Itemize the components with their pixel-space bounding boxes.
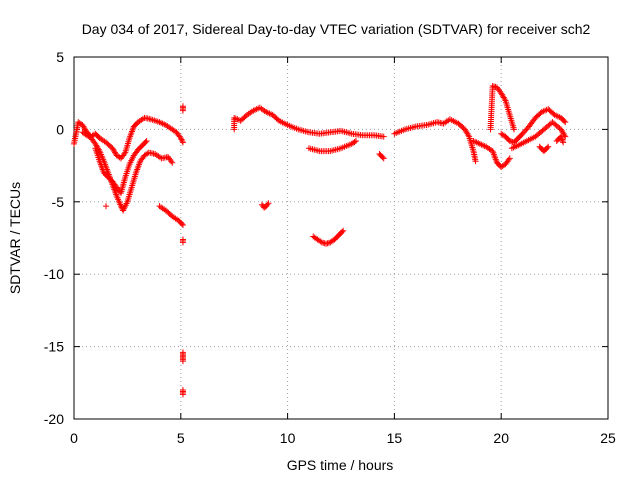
data-point <box>317 238 324 245</box>
x-tick-labels: 0 5 10 15 20 25 <box>70 430 616 446</box>
data-point <box>351 138 358 145</box>
data-point <box>340 227 347 234</box>
data-point <box>179 236 186 243</box>
y-tick-label: 5 <box>56 49 64 65</box>
data-point <box>179 107 186 114</box>
data-point <box>505 156 512 163</box>
data-point <box>179 137 186 144</box>
data-point <box>472 158 479 165</box>
data-point <box>178 136 185 143</box>
data-point <box>179 139 186 146</box>
data-points <box>71 82 569 398</box>
data-point <box>511 126 518 133</box>
data-point <box>561 132 568 139</box>
data-point <box>520 129 527 136</box>
y-tick-label: -20 <box>44 411 64 427</box>
data-point <box>179 391 186 398</box>
data-point <box>265 200 272 207</box>
x-tick-label: 15 <box>387 430 403 446</box>
data-point <box>544 144 551 151</box>
data-point <box>562 119 569 126</box>
x-tick-label: 5 <box>177 430 185 446</box>
data-point <box>352 137 359 144</box>
data-point <box>179 221 186 228</box>
y-tick-label: 0 <box>56 121 64 137</box>
data-point <box>142 139 149 146</box>
data-point <box>559 137 566 144</box>
data-point <box>558 135 565 142</box>
data-point <box>177 135 184 142</box>
y-axis-label: SDTVAR / TECUs <box>7 182 23 294</box>
data-point <box>501 95 508 102</box>
x-axis-label: GPS time / hours <box>287 457 394 473</box>
data-point <box>179 358 186 365</box>
data-point <box>545 143 552 150</box>
data-point <box>522 127 529 134</box>
plot-border <box>73 56 609 420</box>
axis-ticks <box>73 56 609 420</box>
data-point <box>121 151 128 158</box>
data-point <box>264 201 271 208</box>
x-tick-label: 0 <box>70 430 78 446</box>
x-tick-label: 10 <box>280 430 296 446</box>
y-tick-label: -10 <box>44 266 64 282</box>
data-point <box>380 133 387 140</box>
data-point <box>380 155 387 162</box>
data-point <box>103 203 110 210</box>
data-point <box>561 118 568 125</box>
data-point <box>558 133 565 140</box>
data-point <box>168 158 175 165</box>
x-tick-label: 20 <box>493 430 509 446</box>
data-point <box>143 137 150 144</box>
x-tick-label: 25 <box>600 430 616 446</box>
data-point <box>339 228 346 235</box>
data-point <box>519 130 526 137</box>
y-tick-label: -15 <box>44 339 64 355</box>
y-tick-label: -5 <box>52 194 65 210</box>
data-point <box>523 126 530 133</box>
grid-lines <box>74 57 608 419</box>
chart-title: Day 034 of 2017, Sidereal Day-to-day VTE… <box>82 21 591 37</box>
data-point <box>559 136 566 143</box>
y-tick-labels: 5 0 -5 -10 -15 -20 <box>44 49 64 427</box>
data-point <box>117 203 124 210</box>
data-point <box>506 155 513 162</box>
data-point <box>178 220 185 227</box>
data-point <box>560 139 567 146</box>
data-point <box>169 159 176 166</box>
data-point <box>379 154 386 161</box>
data-point <box>465 132 472 139</box>
